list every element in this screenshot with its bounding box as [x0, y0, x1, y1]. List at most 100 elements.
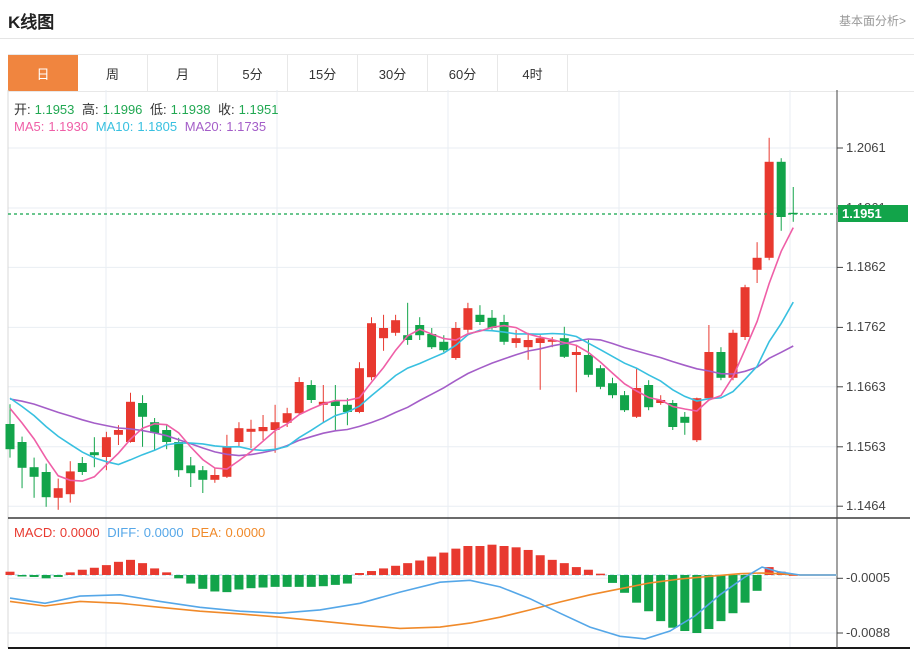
macd-bar[interactable]: [318, 575, 328, 587]
macd-bar[interactable]: [41, 575, 51, 579]
macd-bar[interactable]: [511, 547, 521, 575]
candle[interactable]: [41, 472, 51, 498]
macd-bar[interactable]: [234, 575, 244, 590]
candle[interactable]: [210, 475, 220, 480]
macd-bar[interactable]: [764, 567, 774, 575]
candle[interactable]: [704, 352, 714, 399]
macd-bar[interactable]: [632, 575, 642, 603]
tab-4hour[interactable]: 4时: [498, 55, 568, 91]
candle[interactable]: [463, 308, 473, 330]
macd-bar[interactable]: [547, 559, 557, 575]
macd-bar[interactable]: [162, 572, 172, 575]
macd-bar[interactable]: [475, 546, 485, 575]
tab-60min[interactable]: 60分: [428, 55, 498, 91]
tab-15min[interactable]: 15分: [288, 55, 358, 91]
macd-bar[interactable]: [571, 567, 581, 575]
candle[interactable]: [186, 465, 196, 474]
candle[interactable]: [391, 320, 401, 333]
macd-bar[interactable]: [403, 563, 413, 575]
candle[interactable]: [246, 428, 256, 432]
candle[interactable]: [487, 317, 497, 328]
macd-bar[interactable]: [583, 569, 593, 575]
candle[interactable]: [764, 161, 774, 258]
candle[interactable]: [752, 257, 762, 270]
macd-bar[interactable]: [620, 575, 630, 593]
macd-bar[interactable]: [246, 575, 256, 589]
candle[interactable]: [258, 427, 268, 432]
macd-bar[interactable]: [270, 575, 280, 587]
macd-bar[interactable]: [740, 575, 750, 603]
macd-bar[interactable]: [101, 565, 111, 575]
candle[interactable]: [547, 340, 557, 342]
macd-bar[interactable]: [608, 575, 617, 583]
macd-bar[interactable]: [728, 575, 738, 614]
macd-bar[interactable]: [704, 575, 714, 630]
macd-bar[interactable]: [379, 568, 389, 575]
macd-bar[interactable]: [210, 575, 220, 592]
candle[interactable]: [282, 413, 292, 423]
macd-bar[interactable]: [77, 569, 87, 575]
macd-bar[interactable]: [451, 548, 461, 575]
candle[interactable]: [101, 437, 111, 457]
macd-bar[interactable]: [29, 575, 39, 577]
candle[interactable]: [234, 428, 244, 442]
candle[interactable]: [571, 352, 581, 355]
candle[interactable]: [198, 470, 208, 480]
macd-bar[interactable]: [439, 552, 449, 575]
candle[interactable]: [439, 341, 449, 351]
macd-bar[interactable]: [330, 575, 340, 585]
candle[interactable]: [776, 161, 786, 217]
macd-bar[interactable]: [17, 575, 27, 577]
macd-bar[interactable]: [150, 568, 160, 575]
macd-bar[interactable]: [680, 575, 690, 632]
macd-bar[interactable]: [126, 559, 135, 575]
macd-bar[interactable]: [535, 555, 545, 575]
candle[interactable]: [330, 401, 340, 406]
candle[interactable]: [222, 446, 232, 477]
tab-5min[interactable]: 5分: [218, 55, 288, 91]
candle[interactable]: [716, 352, 726, 378]
candle[interactable]: [656, 400, 666, 403]
candle[interactable]: [113, 430, 123, 435]
macd-bar[interactable]: [523, 549, 533, 575]
macd-bar[interactable]: [282, 575, 292, 587]
candle[interactable]: [632, 388, 642, 417]
candle[interactable]: [342, 404, 352, 412]
candle[interactable]: [29, 467, 39, 477]
candle[interactable]: [692, 398, 702, 441]
candle[interactable]: [583, 355, 593, 375]
candle[interactable]: [559, 338, 569, 357]
candle[interactable]: [77, 463, 87, 472]
candle[interactable]: [306, 385, 316, 400]
candle[interactable]: [523, 340, 533, 348]
fundamental-analysis-link[interactable]: 基本面分析>: [838, 14, 906, 28]
candle[interactable]: [535, 338, 545, 343]
macd-bar[interactable]: [5, 571, 15, 575]
macd-bar[interactable]: [595, 573, 605, 576]
candle[interactable]: [270, 422, 280, 430]
candle[interactable]: [17, 442, 27, 468]
candle[interactable]: [5, 424, 15, 450]
candle[interactable]: [511, 338, 521, 343]
candle[interactable]: [644, 385, 654, 408]
candle[interactable]: [608, 383, 617, 396]
candle[interactable]: [680, 416, 690, 423]
tab-30min[interactable]: 30分: [358, 55, 428, 91]
tab-week[interactable]: 周: [78, 55, 148, 91]
candle[interactable]: [65, 471, 75, 495]
tab-day[interactable]: 日: [8, 55, 78, 91]
macd-bar[interactable]: [306, 575, 316, 587]
candle[interactable]: [595, 368, 605, 387]
macd-bar[interactable]: [174, 575, 184, 579]
candle[interactable]: [403, 335, 413, 340]
macd-bar[interactable]: [668, 575, 678, 628]
macd-bar[interactable]: [463, 546, 473, 575]
macd-bar[interactable]: [427, 556, 437, 575]
tab-month[interactable]: 月: [148, 55, 218, 91]
macd-bar[interactable]: [342, 575, 352, 584]
candle[interactable]: [138, 403, 148, 417]
candle[interactable]: [174, 442, 184, 471]
macd-bar[interactable]: [415, 560, 425, 575]
candle[interactable]: [379, 328, 389, 339]
macd-bar[interactable]: [752, 575, 762, 591]
